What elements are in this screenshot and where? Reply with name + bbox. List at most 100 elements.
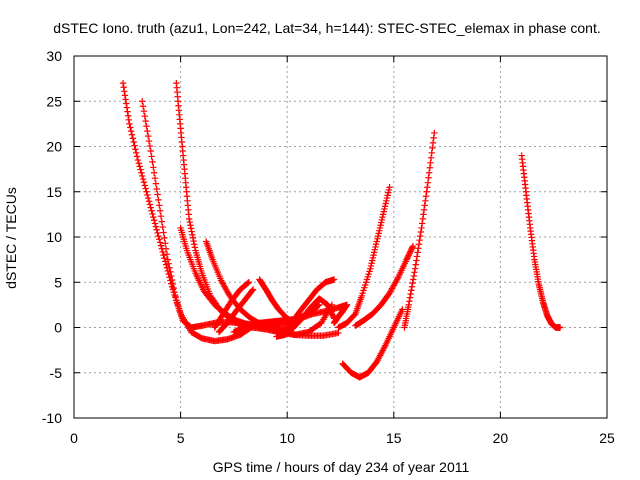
data-point — [149, 210, 156, 218]
data-point — [158, 218, 166, 225]
data-point — [150, 169, 158, 176]
data-point — [431, 129, 438, 137]
data-point — [128, 131, 136, 138]
chart-title: dSTEC Iono. truth (azu1, Lon=242, Lat=34… — [53, 20, 600, 36]
data-point — [425, 174, 432, 181]
x-tick-labels: 0 5 10 15 20 25 — [70, 430, 615, 446]
data-point — [136, 163, 143, 170]
data-point — [139, 98, 146, 105]
y-tick-label: 25 — [46, 93, 62, 109]
y-tick-label: 15 — [46, 184, 62, 200]
data-point — [244, 279, 252, 287]
data-point — [152, 223, 160, 230]
data-series — [119, 79, 255, 345]
x-tick-label: 25 — [599, 430, 615, 446]
data-point — [422, 197, 429, 204]
data-point — [414, 249, 421, 256]
data-point — [142, 117, 149, 125]
data-point — [315, 302, 322, 309]
data-point — [191, 244, 199, 251]
data-point — [139, 103, 147, 110]
data-series — [211, 279, 253, 331]
data-point — [166, 264, 173, 271]
data-point — [123, 100, 130, 107]
y-axis-label: dSTEC / TECUs — [3, 187, 19, 289]
data-point — [161, 255, 168, 262]
x-tick-label: 0 — [70, 430, 78, 446]
data-point — [406, 298, 413, 305]
data-point — [167, 268, 174, 276]
data-point — [249, 287, 256, 294]
data-point — [156, 207, 164, 214]
data-point — [429, 139, 437, 147]
y-tick-label: 30 — [46, 48, 62, 64]
data-series — [215, 286, 257, 336]
data-point — [187, 222, 194, 229]
data-point — [148, 153, 155, 160]
data-point — [429, 144, 436, 152]
data-point — [150, 164, 157, 171]
data-point — [144, 191, 151, 199]
data-point — [416, 236, 423, 244]
data-point — [168, 276, 176, 284]
data-point — [411, 269, 418, 276]
data-point — [127, 124, 134, 131]
data-point — [145, 198, 153, 205]
data-point — [129, 135, 137, 142]
data-point — [121, 92, 129, 99]
data-point — [169, 280, 177, 288]
data-point — [171, 289, 178, 296]
data-point — [165, 260, 172, 267]
x-axis-label: GPS time / hours of day 234 of year 2011 — [213, 459, 470, 475]
y-tick-label: 0 — [54, 320, 62, 336]
data-point — [410, 272, 418, 280]
data-point — [427, 154, 435, 162]
data-point — [142, 185, 149, 192]
data-point — [134, 156, 142, 164]
data-point — [409, 242, 417, 250]
data-point — [153, 185, 160, 193]
data-point — [161, 234, 168, 242]
data-series — [518, 152, 564, 331]
data-point — [428, 149, 435, 157]
data-point — [141, 182, 148, 189]
data-point — [164, 256, 172, 263]
data-point — [150, 213, 157, 221]
data-point — [413, 257, 420, 264]
data-point — [189, 234, 197, 242]
data-point — [139, 175, 147, 183]
data-point — [144, 194, 152, 202]
x-tick-label: 15 — [386, 430, 402, 446]
data-point — [155, 232, 162, 240]
data-point — [127, 127, 135, 135]
data-point — [186, 218, 193, 226]
data-point — [413, 253, 421, 260]
data-point — [187, 225, 195, 232]
data-point — [424, 184, 431, 191]
data-point — [144, 132, 152, 140]
data-point — [399, 306, 406, 313]
data-point — [147, 147, 154, 155]
data-point — [408, 287, 415, 294]
y-tick-label: 20 — [46, 139, 62, 155]
data-point — [147, 204, 154, 211]
data-point — [126, 120, 133, 128]
data-point — [422, 193, 430, 200]
data-point — [170, 284, 177, 292]
data-point — [157, 212, 165, 220]
data-point — [425, 169, 433, 176]
data-point — [123, 104, 131, 111]
data-point — [121, 88, 128, 95]
data-point — [407, 290, 414, 298]
data-markers — [119, 79, 564, 381]
data-point — [148, 207, 155, 214]
data-point — [185, 215, 193, 223]
data-point — [418, 220, 426, 227]
data-point — [172, 293, 179, 300]
y-tick-label: -10 — [42, 410, 62, 426]
data-point — [191, 241, 198, 248]
data-point — [423, 188, 430, 195]
axis-ticks — [73, 55, 608, 419]
data-point — [120, 84, 127, 91]
data-point — [132, 146, 139, 153]
